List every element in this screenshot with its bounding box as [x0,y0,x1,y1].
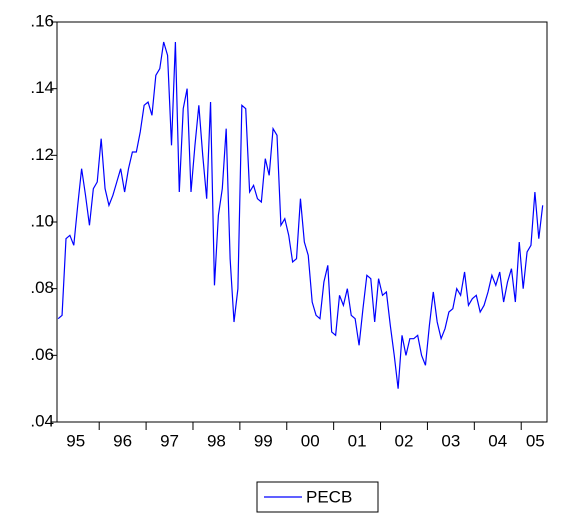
x-tick-label: 96 [113,431,132,450]
series-line [57,41,544,389]
x-tick-label: 00 [301,431,320,450]
y-tick-label: .16 [30,11,54,30]
x-tick-label: 99 [254,431,273,450]
y-tick-label: .08 [30,278,54,297]
y-tick-label: .06 [30,345,54,364]
x-tick-label: 98 [207,431,226,450]
y-tick-label: .10 [30,211,54,230]
legend-box [256,481,379,513]
x-tick-label: 02 [395,431,414,450]
x-tick-label: 95 [66,431,85,450]
x-tick-label: 05 [526,431,545,450]
x-tick-label: 97 [160,431,179,450]
x-tick-label: 01 [348,431,367,450]
y-tick-label: .12 [30,145,54,164]
legend-label: PECB [306,487,352,506]
y-tick-label: .14 [30,78,54,97]
x-tick-label: 04 [488,431,507,450]
x-tick-label: 03 [441,431,460,450]
y-tick-label: .04 [30,411,54,430]
